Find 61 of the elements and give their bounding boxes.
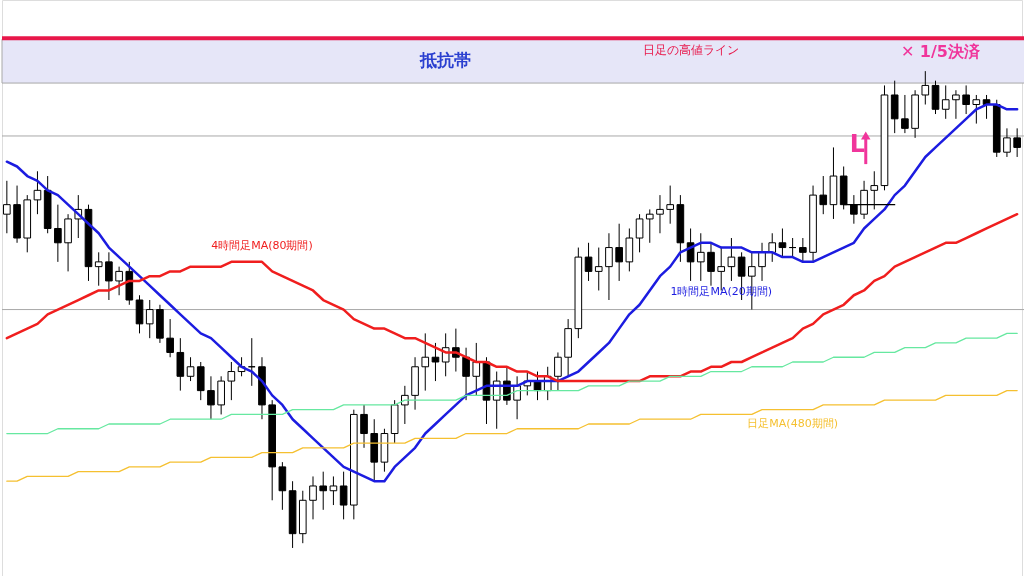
candlestick	[217, 375, 225, 415]
band-label: 抵抗帯	[419, 50, 472, 71]
candlestick	[727, 237, 736, 282]
candlestick	[309, 475, 317, 520]
series-label: 日足MA(480期間)	[747, 416, 838, 430]
candlestick	[890, 80, 899, 134]
candlestick	[554, 351, 562, 392]
candlestick	[707, 242, 715, 287]
candlestick	[778, 227, 787, 258]
candlestick	[952, 89, 960, 120]
candlestick	[972, 94, 981, 125]
candlestick	[278, 461, 287, 511]
candlestick	[329, 475, 338, 506]
candlestick	[819, 175, 828, 215]
candlestick	[196, 361, 205, 401]
candlestick	[615, 223, 623, 282]
candlestick	[176, 337, 185, 392]
candlestick	[54, 204, 62, 263]
candlestick	[941, 84, 950, 120]
text: ✕ 1/5決済	[900, 42, 981, 62]
candlestick	[401, 385, 409, 425]
candlestick	[472, 342, 481, 396]
series-label: 4時間足MA(80期間)	[211, 238, 313, 252]
candlestick	[921, 70, 930, 106]
candlestick	[135, 294, 144, 334]
candlestick	[625, 227, 634, 272]
candlestick	[594, 247, 603, 291]
candlestick	[166, 318, 174, 358]
candlestick	[3, 180, 11, 234]
candlestick	[319, 471, 328, 511]
candlestick	[635, 213, 644, 253]
candlestick	[186, 356, 195, 382]
candlestick	[421, 332, 430, 392]
candlestick	[431, 342, 440, 382]
candlestick	[207, 375, 215, 420]
candlestick	[645, 208, 654, 244]
candlestick	[748, 251, 756, 311]
candlestick	[666, 185, 674, 225]
candlestick	[584, 242, 593, 282]
candlestick	[33, 170, 42, 215]
candlestick	[115, 266, 123, 296]
candlestick	[462, 347, 470, 401]
candlestick	[758, 242, 766, 282]
candlestick	[94, 251, 103, 287]
candlestick	[656, 194, 664, 234]
candlestick	[1003, 127, 1011, 158]
candlestick	[105, 251, 113, 301]
candlestick	[360, 404, 368, 449]
candlestick	[339, 471, 348, 520]
candlestick	[768, 232, 777, 263]
candlestick	[962, 84, 970, 115]
ref-line-label: 日足の高値ライン	[642, 43, 739, 58]
candlestick	[145, 299, 154, 339]
candlestick	[931, 80, 940, 115]
candlestick	[696, 232, 705, 282]
candlestick	[1013, 127, 1021, 158]
candlestick	[64, 213, 72, 272]
candlestick	[227, 361, 236, 401]
candlestick	[901, 94, 909, 134]
candlestick	[799, 237, 807, 263]
candlestick	[605, 232, 613, 301]
